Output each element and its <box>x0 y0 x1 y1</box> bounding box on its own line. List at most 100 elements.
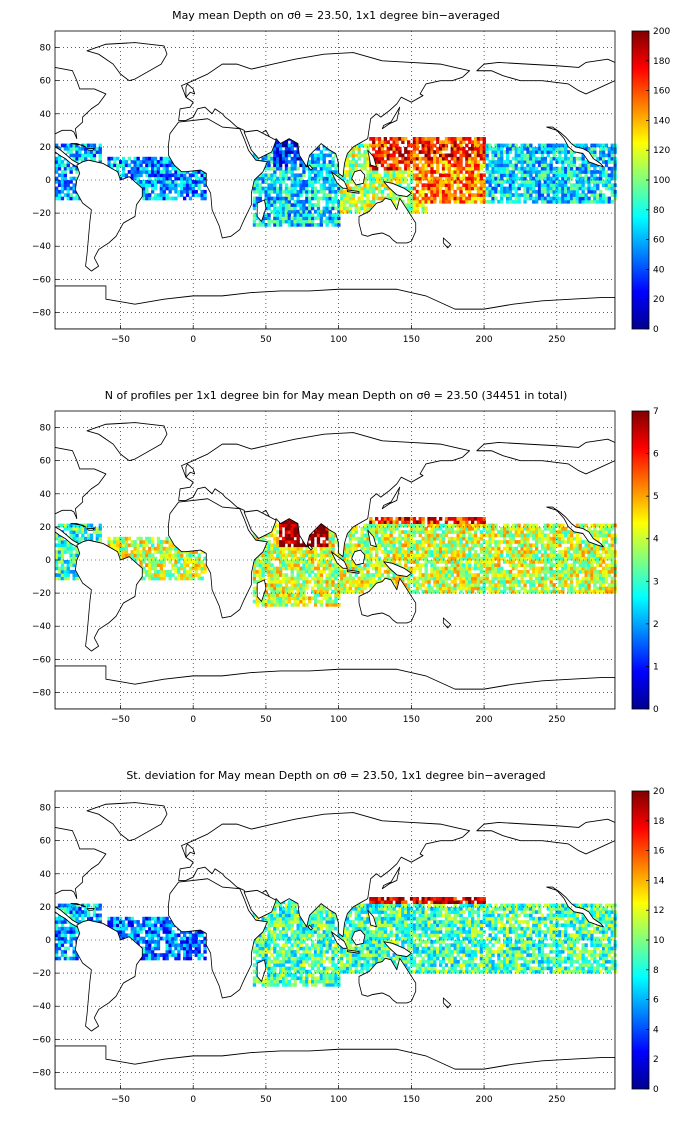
data-bin <box>537 180 542 184</box>
data-bin <box>471 566 475 571</box>
data-bin <box>319 163 324 168</box>
data-bin <box>430 550 434 554</box>
data-bin <box>520 163 524 168</box>
data-bin <box>471 166 475 171</box>
data-bin <box>145 536 149 541</box>
data-bin <box>264 199 268 204</box>
data-bin <box>322 560 326 564</box>
data-bin <box>569 153 574 158</box>
data-bin <box>343 193 347 197</box>
data-bin <box>168 573 172 577</box>
data-bin <box>543 176 548 181</box>
data-bin <box>543 180 548 184</box>
data-bin <box>337 596 341 601</box>
data-bin <box>287 189 292 194</box>
data-bin <box>287 546 292 551</box>
data-bin <box>316 146 321 151</box>
data-bin <box>348 530 353 534</box>
data-bin <box>351 550 356 554</box>
data-bin <box>203 569 207 574</box>
data-bin <box>471 140 475 145</box>
data-bin <box>142 186 146 191</box>
data-bin <box>537 176 542 181</box>
data-bin <box>159 183 164 188</box>
data-bin <box>279 180 283 184</box>
data-bin <box>348 203 353 207</box>
data-bin <box>252 223 257 227</box>
data-bin <box>404 520 408 525</box>
data-bin <box>412 543 417 548</box>
data-bin <box>185 186 190 191</box>
data-bin <box>183 183 187 188</box>
data-bin <box>136 156 140 161</box>
data-bin <box>380 183 385 188</box>
data-bin <box>505 186 510 191</box>
data-bin <box>311 193 315 197</box>
data-bin <box>258 219 262 224</box>
data-bin <box>398 523 402 528</box>
data-bin <box>436 560 440 564</box>
data-bin <box>453 543 457 548</box>
data-bin <box>607 186 612 191</box>
data-bin <box>284 599 289 604</box>
data-bin <box>555 160 559 164</box>
data-bin <box>284 603 289 607</box>
data-bin <box>279 193 283 197</box>
data-bin <box>305 180 309 184</box>
data-bin <box>121 536 126 541</box>
data-bin <box>456 150 460 154</box>
data-bin <box>302 603 306 607</box>
data-bin <box>348 186 353 191</box>
data-bin <box>151 186 155 191</box>
data-bin <box>488 199 492 204</box>
panel-title: May mean Depth on σθ = 23.50, 1x1 degree… <box>172 9 500 22</box>
data-bin <box>130 160 134 164</box>
data-bin <box>348 536 353 541</box>
data-bin <box>395 160 399 164</box>
data-bin <box>63 163 68 168</box>
data-bin <box>281 553 286 558</box>
data-bin <box>191 180 196 184</box>
data-bin <box>281 219 286 224</box>
data-bin <box>380 517 385 521</box>
data-bin <box>316 196 321 201</box>
data-bin <box>366 536 370 541</box>
data-bin <box>456 180 460 184</box>
data-bin <box>453 556 457 561</box>
data-bin <box>270 166 274 171</box>
data-bin <box>421 523 425 528</box>
data-bin <box>517 160 521 164</box>
data-bin <box>325 199 329 204</box>
data-bin <box>340 189 344 194</box>
data-bin <box>87 150 91 154</box>
data-bin <box>415 566 420 571</box>
data-bin <box>264 223 268 227</box>
data-bin <box>415 579 420 584</box>
data-bin <box>468 196 472 201</box>
data-bin <box>276 206 280 211</box>
data-bin <box>305 553 309 558</box>
data-bin <box>264 599 268 604</box>
data-bin <box>392 170 396 174</box>
data-bin <box>270 603 274 607</box>
data-bin <box>360 586 364 591</box>
data-bin <box>354 586 358 591</box>
data-bin <box>409 186 414 191</box>
data-bin <box>581 156 585 161</box>
data-bin <box>159 576 164 581</box>
data-bin <box>340 576 344 581</box>
data-bin <box>264 583 268 587</box>
data-bin <box>299 219 303 224</box>
data-bin <box>142 196 146 201</box>
data-bin <box>258 189 262 194</box>
data-bin <box>293 153 297 158</box>
data-bin <box>296 540 300 544</box>
data-bin <box>311 156 315 161</box>
data-bin <box>351 163 356 168</box>
data-bin <box>459 140 463 145</box>
data-bin <box>377 153 382 158</box>
data-bin <box>284 176 289 181</box>
data-bin <box>500 166 504 171</box>
data-bin <box>261 596 265 601</box>
data-bin <box>121 550 126 554</box>
